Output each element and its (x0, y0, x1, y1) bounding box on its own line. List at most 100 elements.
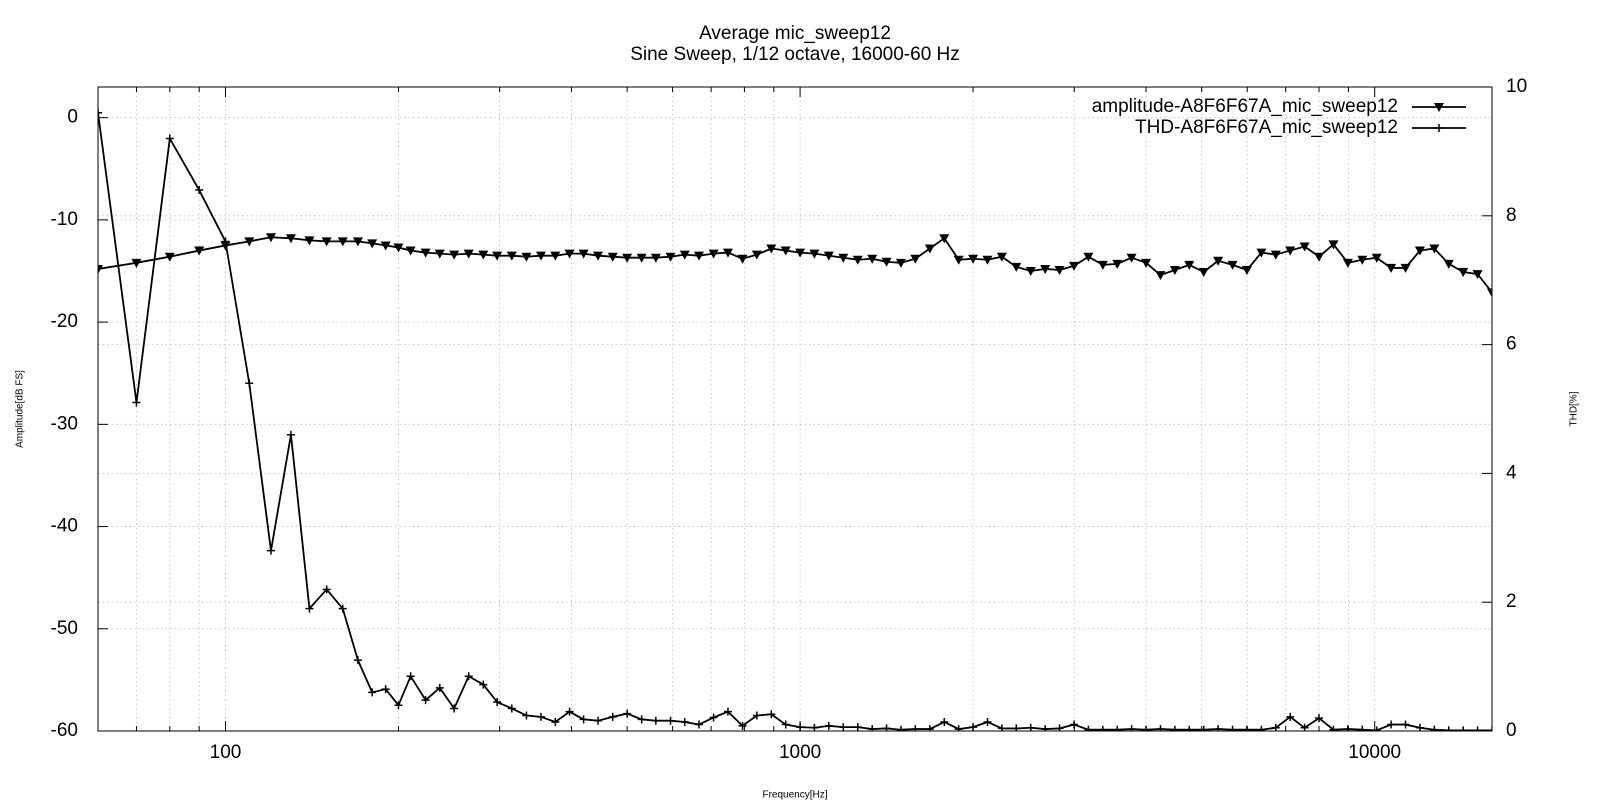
marker (752, 711, 761, 720)
marker (479, 680, 488, 689)
marker (1227, 260, 1238, 270)
marker (953, 255, 964, 265)
marker (1371, 253, 1382, 263)
marker (651, 716, 660, 725)
marker (1285, 246, 1296, 256)
marker (882, 724, 891, 731)
marker (338, 604, 347, 613)
marker (680, 717, 689, 726)
y2-tick-label: 2 (1506, 591, 1517, 612)
marker (996, 252, 1007, 262)
marker (1415, 723, 1424, 731)
marker (925, 725, 934, 731)
marker (1113, 725, 1122, 731)
marker (221, 237, 230, 246)
marker (608, 712, 617, 721)
marker (623, 709, 632, 718)
marker (1012, 724, 1021, 731)
marker (421, 696, 430, 705)
marker (1473, 726, 1482, 731)
marker (637, 715, 646, 724)
marker (195, 186, 204, 195)
marker (823, 251, 834, 261)
y-tick-label: -60 (51, 720, 78, 741)
marker (381, 685, 390, 694)
marker (535, 251, 546, 261)
y-tick-label: -50 (51, 618, 78, 639)
marker (98, 108, 102, 117)
marker (1444, 726, 1453, 731)
marker (1401, 720, 1410, 729)
marker (824, 721, 833, 730)
marker (895, 258, 906, 268)
marker (622, 253, 633, 263)
marker (131, 258, 142, 268)
marker (1328, 240, 1339, 250)
marker (838, 253, 849, 263)
marker (1185, 725, 1194, 731)
marker (1300, 723, 1309, 731)
marker (285, 234, 296, 244)
marker (853, 723, 862, 731)
marker (1199, 725, 1208, 731)
marker (767, 710, 776, 719)
marker (997, 724, 1006, 731)
marker (394, 701, 403, 710)
marker (1459, 726, 1468, 731)
marker (478, 250, 489, 260)
marker (1430, 725, 1439, 731)
marker (940, 717, 949, 726)
marker (867, 254, 878, 264)
y-tick-label: -20 (51, 311, 78, 332)
marker (305, 604, 314, 613)
marker (1414, 246, 1425, 256)
marker (492, 251, 503, 261)
x-tick-label: 10000 (1348, 742, 1401, 763)
marker (464, 672, 473, 681)
y-tick-label: 0 (67, 107, 78, 128)
marker (321, 237, 332, 247)
marker (1372, 726, 1381, 731)
marker (1256, 248, 1267, 258)
plot-frame (97, 86, 1493, 732)
marker (420, 248, 431, 258)
x-axis-label: Frequency[Hz] (762, 790, 827, 800)
marker (709, 713, 718, 722)
marker (1357, 255, 1368, 265)
marker (1472, 270, 1483, 280)
marker (968, 254, 979, 264)
marker (405, 246, 416, 256)
marker (1155, 271, 1166, 281)
marker (982, 255, 993, 265)
marker (722, 248, 733, 258)
marker (1257, 725, 1266, 731)
marker (165, 134, 174, 143)
marker (98, 264, 103, 274)
marker (551, 717, 560, 726)
legend-label: THD-A8F6F67A_mic_sweep12 (1135, 117, 1398, 138)
marker (1435, 124, 1443, 132)
grid (97, 86, 1492, 732)
y-tick-label: -10 (51, 209, 78, 230)
marker (1386, 263, 1397, 273)
marker (666, 716, 675, 725)
marker (1084, 725, 1093, 731)
marker (463, 249, 474, 259)
marker (1054, 265, 1065, 275)
marker (810, 723, 819, 731)
marker (723, 707, 732, 716)
marker (1127, 725, 1136, 731)
marker (1141, 258, 1152, 268)
marker (1358, 725, 1367, 731)
marker (924, 244, 935, 254)
marker (565, 707, 574, 716)
x-tick-label: 1000 (779, 742, 821, 763)
y2-tick-label: 4 (1506, 462, 1517, 483)
marker (564, 249, 575, 259)
marker (1488, 726, 1492, 731)
marker (1098, 725, 1107, 731)
marker (194, 246, 205, 256)
marker (1184, 260, 1195, 270)
marker (353, 656, 362, 665)
